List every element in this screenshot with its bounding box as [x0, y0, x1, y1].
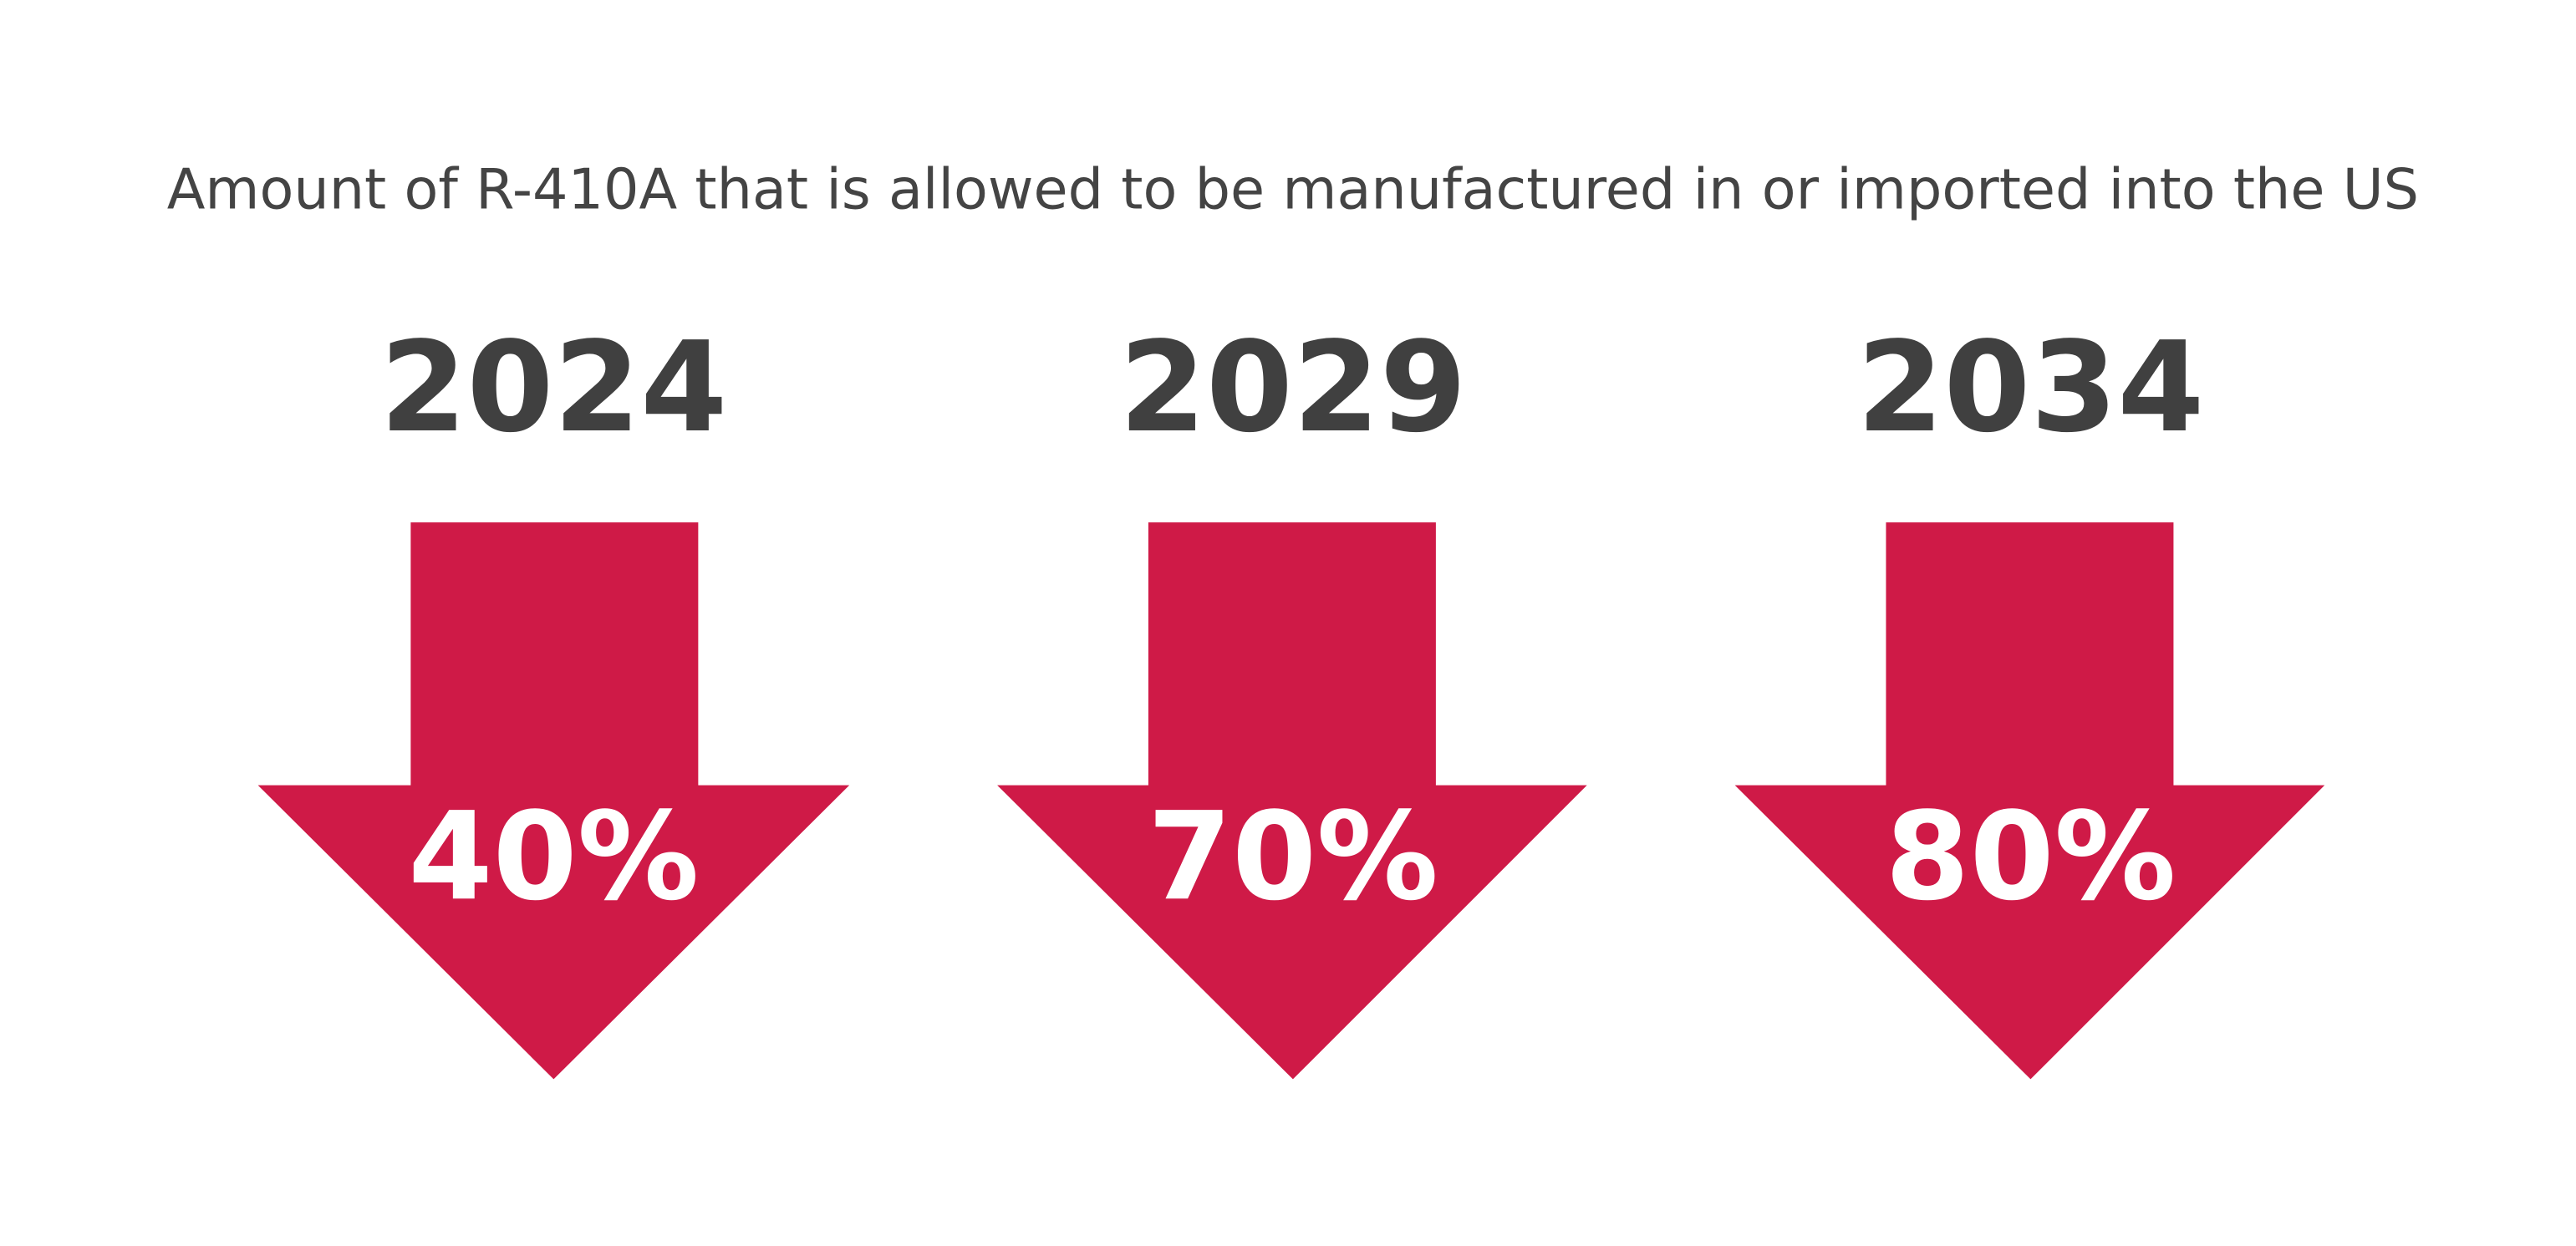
down-arrow: [1734, 522, 2325, 1080]
reduction: 80%: [1885, 786, 2176, 928]
title: Amount of R-410A that is allowed to be m…: [167, 157, 2419, 222]
item: 2024 40%: [257, 315, 850, 1080]
down-arrow: [257, 522, 850, 1080]
down-arrow: [997, 522, 1587, 1080]
year: 2029: [1119, 315, 1467, 460]
year: 2034: [1857, 315, 2205, 460]
reduction: 40%: [408, 786, 699, 928]
year: 2024: [380, 315, 728, 460]
reduction: 70%: [1148, 786, 1438, 928]
item: 2029 70%: [997, 315, 1587, 1080]
item: 2034 80%: [1734, 315, 2325, 1080]
